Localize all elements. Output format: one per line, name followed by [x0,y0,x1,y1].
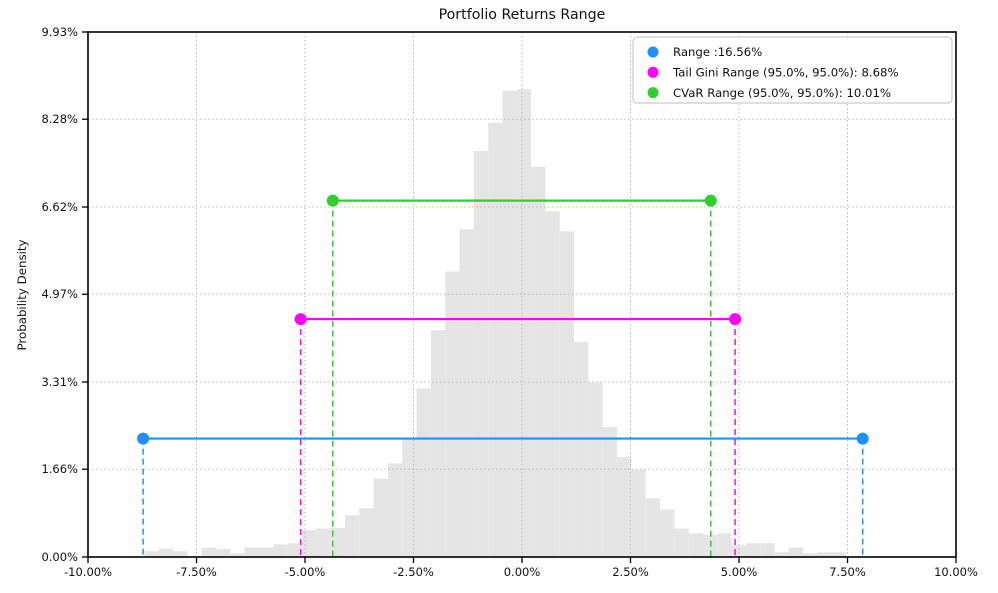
histogram-bar [230,553,245,557]
histogram-bar [173,551,188,557]
histogram-bar [545,211,560,558]
legend-marker-icon [647,66,659,78]
histogram-bar [301,530,317,557]
histogram-bar [788,547,804,557]
tail-gini-range-overlay [294,313,742,557]
y-tick-label: 8.28% [41,112,78,126]
chart-title: Portfolio Returns Range [438,7,606,23]
histogram-bar [201,547,217,557]
legend-marker-icon [647,87,659,99]
histogram-bar [645,498,661,557]
histogram-bar [617,457,632,557]
y-tick-label: 4.97% [41,287,78,301]
legend-entry: Range :16.56% [647,45,762,59]
legend: Range :16.56% Tail Gini Range (95.0%, 95.… [632,36,953,104]
legend-entry: Tail Gini Range (95.0%, 95.0%): 8.68% [647,66,899,80]
histogram [144,89,861,558]
histogram-bar [631,469,646,557]
legend-label: CVaR Range (95.0%, 95.0%): 10.01% [673,86,891,100]
histogram-bar [430,330,446,557]
histogram-bar [330,527,345,557]
legend-label: Range :16.56% [673,45,762,59]
histogram-bar [216,549,231,557]
histogram-bar [774,552,789,557]
legend-marker-icon [647,46,659,58]
histogram-bar [373,478,388,557]
histogram-bar [158,548,174,557]
histogram-bar [817,552,832,557]
x-tick-label: -7.50% [176,565,217,579]
tail-gini-range-marker [729,313,742,326]
histogram-bar [516,89,532,557]
cvar-range-marker [326,194,339,207]
y-tick-label: 0.00% [41,550,78,564]
x-tick-label: 0.00% [504,565,541,579]
histogram-bar [731,545,746,557]
x-tick-label: -5.00% [285,565,326,579]
histogram-bar [287,543,302,557]
histogram-bar [473,150,489,557]
histogram-bar [674,528,689,557]
histogram-bar [531,166,546,557]
y-tick-label: 6.62% [41,200,78,214]
x-axis: -10.00% -7.50% -5.00% -2.50% 0.00% 2.50% 5.00%… [64,557,978,579]
histogram-bar [602,426,618,557]
histogram-bar [387,463,403,557]
histogram-bar [359,508,374,557]
tail-gini-range-marker [294,313,307,326]
histogram-bar [502,90,517,557]
histogram-bar [273,544,288,557]
histogram-bar [244,547,259,557]
histogram-bar [488,122,503,557]
cvar-range-marker [704,194,717,207]
legend-box [632,36,953,104]
range-overlay [137,432,869,557]
legend-label: Tail Gini Range (95.0%, 95.0%): 8.68% [672,66,899,80]
histogram-bar [344,515,360,557]
histogram-bar [660,509,675,557]
histogram-bar [316,528,331,557]
x-tick-label: -2.50% [393,565,434,579]
y-axis: 0.00% 1.66% 3.31% 4.97% 6.62% 8.28% 9.93% [41,25,88,564]
histogram-bar [402,439,417,557]
histogram-bar [803,553,818,557]
histogram-bar [760,543,775,557]
x-tick-label: 2.50% [612,565,649,579]
histogram-bar [144,551,159,557]
x-tick-label: 7.50% [829,565,866,579]
x-tick-label: 5.00% [721,565,758,579]
histogram-bar [745,543,761,557]
range-marker [856,432,869,445]
histogram-bar [416,388,431,557]
histogram-bar [831,552,847,557]
histogram-bar [559,231,575,557]
range-marker [137,432,150,445]
y-tick-label: 9.93% [41,25,78,39]
histogram-bar [717,533,732,557]
y-tick-label: 3.31% [41,375,78,389]
y-tick-label: 1.66% [41,462,78,476]
legend-entry: CVaR Range (95.0%, 95.0%): 10.01% [647,86,891,100]
histogram-bar [459,229,474,557]
histogram-bar [588,382,603,557]
histogram-bar [445,271,460,557]
x-tick-label: 10.00% [934,565,978,579]
histogram-bar [574,341,589,557]
histogram-bar [259,547,274,557]
cvar-range-overlay [326,194,717,557]
x-tick-label: -10.00% [64,565,112,579]
histogram-bar [688,533,703,557]
